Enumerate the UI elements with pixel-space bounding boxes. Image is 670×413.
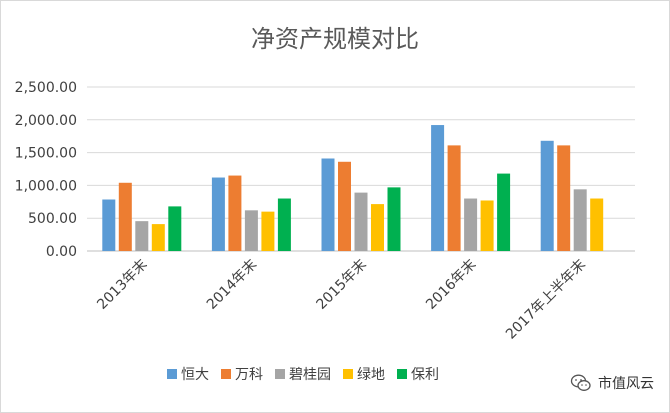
legend-swatch — [275, 369, 285, 379]
bar — [135, 221, 149, 251]
legend-label: 万科 — [235, 367, 263, 383]
watermark: 市值风云 — [570, 369, 654, 397]
y-tick-label: 2,000.00 — [15, 113, 77, 129]
legend-label: 恒大 — [181, 367, 209, 383]
bar — [118, 182, 132, 251]
bar — [211, 177, 225, 251]
bar — [244, 210, 258, 251]
legend-swatch — [343, 369, 353, 379]
bar — [497, 173, 511, 251]
legend-swatch — [397, 369, 407, 379]
y-tick-label: 0.00 — [46, 244, 77, 260]
bar — [447, 145, 461, 251]
bar — [431, 125, 445, 251]
legend-label: 碧桂园 — [289, 367, 331, 383]
legend-swatch — [221, 369, 231, 379]
y-tick-label: 1,000.00 — [15, 178, 77, 194]
bar — [338, 161, 351, 251]
legend-swatch — [167, 369, 177, 379]
legend-label: 绿地 — [357, 367, 385, 383]
wechat-icon — [570, 374, 591, 391]
bar — [354, 192, 368, 251]
bar — [151, 224, 165, 251]
x-tick-label: 2013年末 — [94, 257, 150, 313]
y-tick-label: 1,500.00 — [15, 146, 77, 162]
bar — [540, 140, 554, 251]
bar — [573, 189, 587, 251]
bar — [371, 204, 384, 251]
bar — [480, 200, 494, 251]
bar — [590, 198, 604, 251]
legend-label: 保利 — [411, 367, 439, 383]
bar — [261, 211, 275, 251]
bar — [277, 198, 291, 251]
x-tick-label: 2015年末 — [314, 257, 370, 313]
y-tick-label: 500.00 — [28, 211, 77, 227]
bar — [102, 199, 116, 251]
x-tick-label: 2017年上半年末 — [503, 257, 589, 343]
chart-title: 净资产规模对比 — [251, 25, 419, 53]
x-tick-label: 2014年末 — [204, 257, 260, 313]
bar — [168, 206, 182, 251]
bar — [557, 145, 571, 251]
y-tick-label: 2,500.00 — [15, 80, 77, 96]
bar — [387, 187, 401, 251]
watermark-text: 市值风云 — [598, 376, 654, 392]
bar — [228, 175, 242, 251]
bar — [464, 198, 478, 251]
x-tick-label: 2016年末 — [423, 257, 479, 313]
bar — [321, 158, 335, 251]
